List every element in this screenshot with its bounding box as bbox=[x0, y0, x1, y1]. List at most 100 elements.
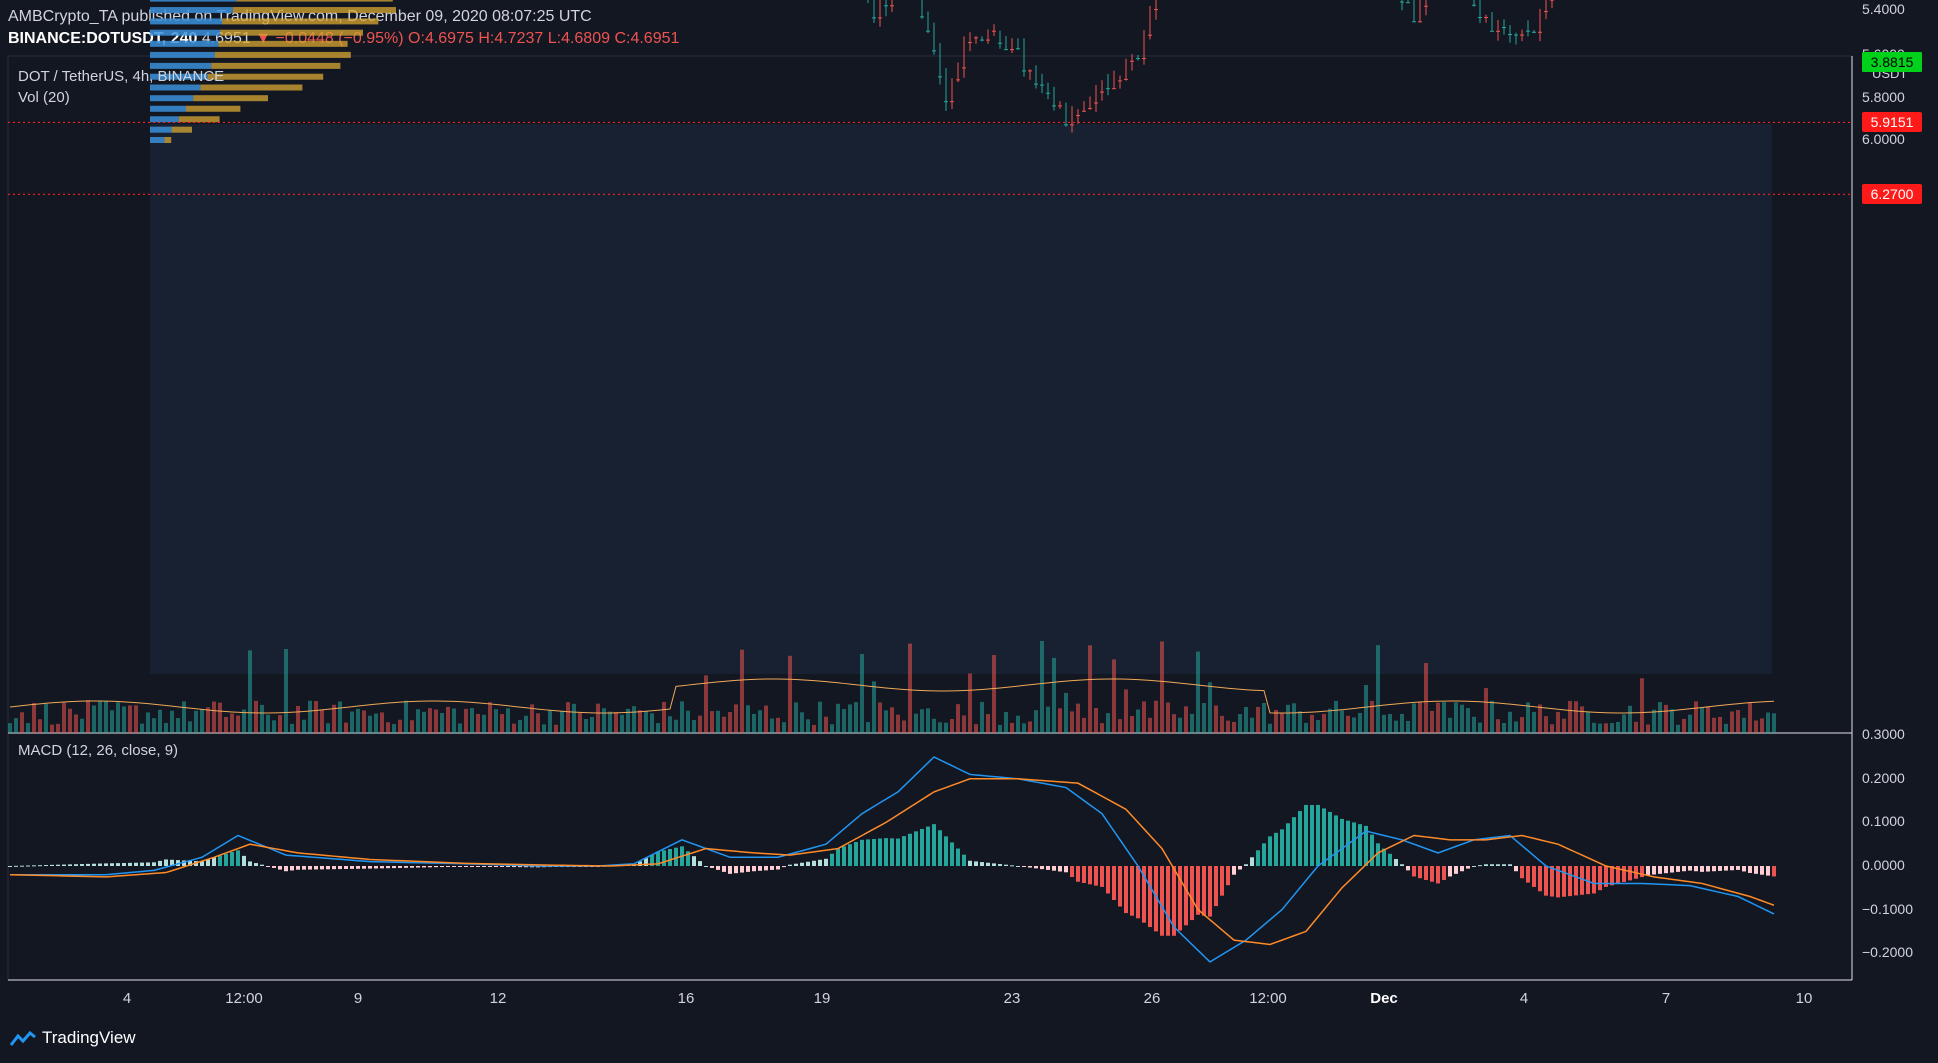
volume-bar bbox=[1568, 701, 1572, 733]
candle-body bbox=[1034, 83, 1038, 85]
macd-histogram-bar bbox=[1076, 866, 1080, 882]
vp-up-bar bbox=[150, 116, 179, 123]
macd-histogram-bar bbox=[1700, 866, 1704, 872]
volume-bar bbox=[182, 701, 186, 733]
macd-tick-label: 0.3000 bbox=[1862, 726, 1905, 743]
volume-bar bbox=[1646, 724, 1650, 733]
volume-bar bbox=[1550, 724, 1554, 733]
macd-histogram-bar bbox=[260, 864, 264, 866]
candle-body bbox=[986, 39, 990, 41]
macd-histogram-bar bbox=[830, 853, 834, 866]
volume-bar bbox=[1376, 645, 1380, 733]
volume-bar bbox=[1292, 703, 1296, 733]
candle-body bbox=[1484, 17, 1488, 19]
macd-histogram-bar bbox=[1730, 866, 1734, 871]
volume-bar bbox=[50, 724, 54, 733]
low-value: 4.6809 bbox=[561, 30, 610, 47]
volume-bar bbox=[1556, 711, 1560, 733]
macd-histogram-bar bbox=[236, 850, 240, 866]
volume-bar bbox=[518, 719, 522, 733]
volume-bar bbox=[794, 702, 798, 733]
volume-bar bbox=[1718, 716, 1722, 733]
volume-bar bbox=[746, 705, 750, 733]
volume-bar bbox=[1154, 700, 1158, 733]
macd-histogram-bar bbox=[944, 836, 948, 866]
candle-body bbox=[1040, 84, 1044, 86]
open-label: O: bbox=[408, 30, 425, 47]
volume-label: Vol (20) bbox=[18, 89, 70, 106]
candle-body bbox=[1418, 21, 1422, 23]
volume-bar bbox=[1298, 711, 1302, 733]
volume-bar bbox=[290, 723, 294, 733]
volume-bar bbox=[8, 723, 12, 733]
time-tick-label: 4 bbox=[1519, 990, 1529, 1007]
volume-bar bbox=[1058, 708, 1062, 733]
volume-bar bbox=[1496, 719, 1500, 733]
volume-bar bbox=[908, 643, 912, 733]
volume-bar bbox=[320, 709, 324, 733]
volume-bar bbox=[38, 719, 42, 733]
volume-bar bbox=[1190, 713, 1194, 733]
macd-histogram-bar bbox=[1568, 866, 1572, 897]
candle-body bbox=[926, 30, 930, 32]
macd-histogram-bar bbox=[992, 863, 996, 866]
macd-histogram-bar bbox=[812, 860, 816, 866]
macd-histogram-bar bbox=[458, 866, 462, 867]
macd-histogram-bar bbox=[1016, 866, 1020, 867]
close-label: C: bbox=[614, 30, 631, 47]
candle-body bbox=[1130, 60, 1134, 62]
volume-bar bbox=[56, 723, 60, 733]
macd-histogram-bar bbox=[248, 861, 252, 866]
macd-histogram-bar bbox=[1478, 865, 1482, 867]
volume-bar bbox=[1532, 711, 1536, 733]
volume-bar bbox=[1388, 714, 1392, 733]
volume-bar bbox=[1502, 722, 1506, 733]
macd-tick-label: 0.1000 bbox=[1862, 813, 1905, 830]
volume-bar bbox=[434, 709, 438, 733]
volume-profile-range bbox=[150, 124, 1772, 674]
vp-down-bar bbox=[178, 116, 220, 123]
macd-histogram-bar bbox=[32, 865, 36, 867]
macd-histogram-bar bbox=[1136, 866, 1140, 919]
volume-bar bbox=[428, 708, 432, 733]
volume-bar bbox=[866, 722, 870, 733]
macd-histogram-bar bbox=[1706, 866, 1710, 872]
macd-histogram-bar bbox=[1328, 811, 1332, 866]
macd-histogram-bar bbox=[134, 862, 138, 866]
price-tick-label: 5.8000 bbox=[1862, 89, 1905, 106]
volume-bar bbox=[986, 714, 990, 733]
volume-bar bbox=[962, 715, 966, 733]
volume-bar bbox=[230, 713, 234, 733]
volume-bar bbox=[944, 722, 948, 733]
volume-bar bbox=[1286, 704, 1290, 733]
macd-tick-label: 0.2000 bbox=[1862, 769, 1905, 786]
volume-bar bbox=[170, 710, 174, 733]
signal-line bbox=[9, 778, 1775, 946]
volume-bar bbox=[164, 722, 168, 733]
volume-bar bbox=[1250, 717, 1254, 733]
volume-bar bbox=[104, 701, 108, 733]
volume-bar bbox=[686, 710, 690, 733]
volume-bar bbox=[650, 713, 654, 733]
macd-histogram-bar bbox=[386, 866, 390, 869]
volume-bar bbox=[824, 716, 828, 733]
volume-bar bbox=[62, 702, 66, 733]
macd-histogram-bar bbox=[290, 866, 294, 871]
macd-histogram-bar bbox=[272, 866, 276, 868]
volume-bar bbox=[1508, 711, 1512, 733]
volume-bar bbox=[1670, 709, 1674, 733]
macd-histogram-bar bbox=[950, 842, 954, 866]
volume-bar bbox=[812, 724, 816, 733]
vp-up-bar bbox=[150, 62, 212, 69]
macd-histogram-bar bbox=[1412, 866, 1416, 877]
footer[interactable]: TradingView bbox=[10, 1028, 136, 1048]
macd-histogram-bar bbox=[110, 863, 114, 866]
volume-bar bbox=[596, 703, 600, 733]
volume-bar bbox=[278, 715, 282, 733]
candle-body bbox=[878, 17, 882, 19]
volume-bar bbox=[218, 702, 222, 733]
volume-bar bbox=[488, 702, 492, 733]
volume-bar bbox=[1562, 718, 1566, 733]
macd-histogram-bar bbox=[1442, 866, 1446, 880]
